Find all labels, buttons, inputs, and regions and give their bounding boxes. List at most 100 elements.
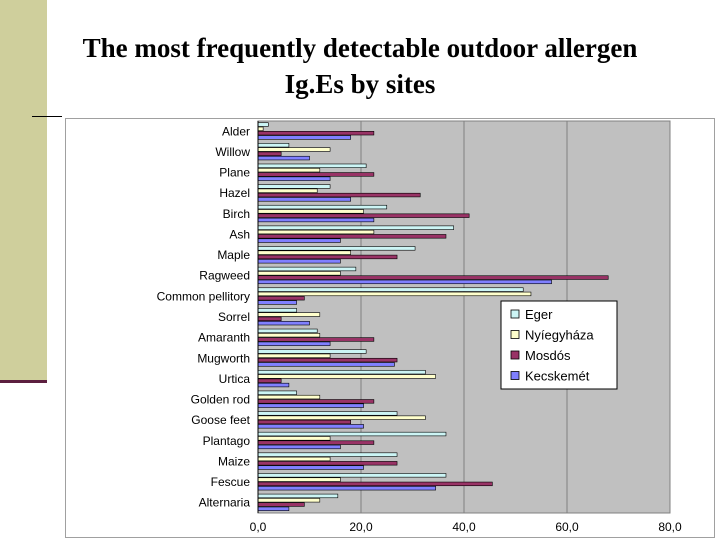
bar <box>257 341 331 346</box>
y-category-label: Sorrel <box>218 310 250 324</box>
slide-title-line-1: The most frequently detectable outdoor a… <box>82 33 638 63</box>
bar <box>257 382 290 388</box>
bar <box>257 204 388 210</box>
bar <box>257 419 351 425</box>
bar <box>257 291 532 297</box>
y-category-label: Ash <box>229 227 250 241</box>
bar <box>257 167 321 173</box>
bar <box>257 234 447 239</box>
bar <box>257 411 398 416</box>
bar <box>257 378 282 383</box>
bar <box>257 353 331 358</box>
bar <box>257 399 375 404</box>
bar <box>257 246 416 251</box>
legend-swatch <box>510 350 520 360</box>
bar <box>257 333 321 338</box>
y-category-label: Mugworth <box>197 351 250 365</box>
y-category-label: Birch <box>223 207 250 221</box>
slide-title: The most frequently detectable outdoor a… <box>0 30 720 102</box>
bar <box>257 390 297 395</box>
y-category-label: Maize <box>218 454 250 468</box>
bar <box>257 126 264 132</box>
bar <box>257 316 282 321</box>
slide-title-line-2: Ig.Es by sites <box>284 69 436 99</box>
bar <box>257 279 552 285</box>
bar <box>257 424 364 429</box>
chart-frame: 0,0 20,0 40,0 60,0 80,0 Alder Willow Plane Hazel… <box>65 118 715 538</box>
bar <box>257 266 357 272</box>
x-tick-label: 0,0 <box>250 520 267 534</box>
bar <box>257 147 331 152</box>
y-category-label: Goose feet <box>191 413 250 427</box>
slide-left-band-divider <box>0 380 47 383</box>
bar <box>257 493 339 499</box>
bar <box>257 481 493 487</box>
bar <box>257 357 398 363</box>
bar <box>257 440 375 445</box>
bar <box>257 275 609 280</box>
bar-chart: 0,0 20,0 40,0 60,0 80,0 Alder Willow Plane Hazel… <box>157 120 682 534</box>
bar <box>257 259 341 264</box>
bar <box>257 473 447 478</box>
bar <box>257 486 436 491</box>
x-tick-label: 60,0 <box>555 520 579 534</box>
bar <box>257 250 351 255</box>
bar <box>257 312 321 317</box>
y-category-label: Golden rod <box>191 393 250 407</box>
bar <box>257 172 375 177</box>
bar <box>257 197 351 202</box>
bar <box>257 122 269 127</box>
y-category-label: Maple <box>217 248 250 262</box>
x-tick-label: 80,0 <box>658 520 682 534</box>
slide-left-band <box>0 0 47 383</box>
y-category-label: Common pellitory <box>157 289 250 303</box>
bar <box>257 287 524 292</box>
bar <box>257 444 341 450</box>
y-category-label: Alder <box>222 124 250 138</box>
bar <box>257 456 331 462</box>
bar <box>257 498 321 503</box>
y-category-label: Hazel <box>219 186 250 200</box>
bar <box>257 188 318 193</box>
bar <box>257 151 282 156</box>
bar <box>257 192 421 198</box>
bar <box>257 452 398 457</box>
y-category-label: Plantago <box>203 434 251 448</box>
bar <box>257 337 375 342</box>
bar <box>257 135 351 140</box>
bar <box>257 213 470 218</box>
bar <box>257 477 341 482</box>
bar <box>257 369 426 375</box>
legend-label: Mosdós <box>525 348 571 363</box>
bar <box>257 296 305 301</box>
bar <box>257 461 398 466</box>
legend-swatch <box>510 330 520 339</box>
legend-box <box>500 300 618 390</box>
legend-label: Kecskemét <box>525 369 590 384</box>
legend-label: Nyíegyháza <box>525 328 594 343</box>
bar <box>257 217 375 223</box>
bar <box>257 436 331 441</box>
bar <box>257 431 447 437</box>
bar <box>257 209 364 214</box>
x-tick-label: 40,0 <box>452 520 476 534</box>
bar <box>257 238 341 243</box>
bar <box>257 176 331 181</box>
legend-swatch <box>510 309 520 319</box>
bar <box>257 506 290 511</box>
bar <box>257 225 454 230</box>
x-tick-label: 20,0 <box>349 520 373 534</box>
bar <box>257 300 297 305</box>
bar <box>257 394 321 400</box>
bar <box>257 184 331 189</box>
bar <box>257 229 375 235</box>
bar <box>257 362 395 367</box>
bar <box>257 328 318 334</box>
y-category-label: Urtica <box>219 372 251 386</box>
bar <box>257 321 310 326</box>
bar <box>257 155 310 161</box>
bar <box>257 502 305 507</box>
bar <box>257 308 297 313</box>
y-category-label: Amaranth <box>198 331 250 345</box>
y-category-label: Ragweed <box>199 269 250 283</box>
